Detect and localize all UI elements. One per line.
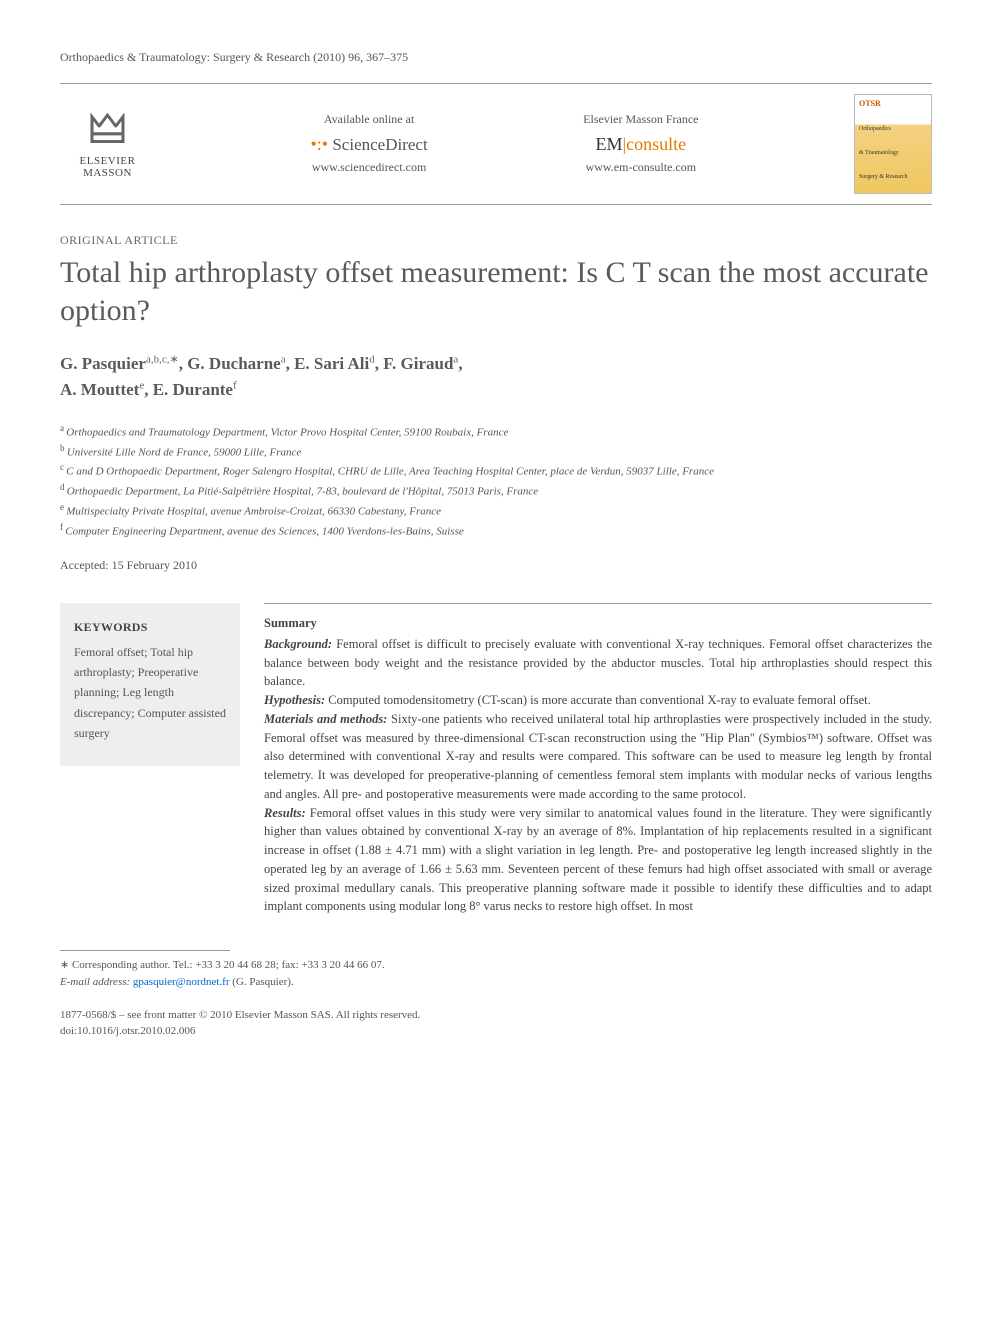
journal-cover-thumb: OTSR Orthopaedics & Traumatology Surgery… [854, 94, 932, 194]
hypothesis-label: Hypothesis: [264, 693, 325, 707]
corresponding-author: ∗ Corresponding author. Tel.: +33 3 20 4… [60, 957, 932, 990]
author-5: A. Mouttet [60, 380, 139, 399]
affiliation-item: e Multispecialty Private Hospital, avenu… [60, 501, 932, 521]
author-2-aff: a [281, 353, 286, 365]
affiliation-item: b Université Lille Nord de France, 59000… [60, 442, 932, 462]
abstract-results: Results: Femoral offset values in this s… [264, 804, 932, 917]
sciencedirect-brand: •:• ScienceDirect [310, 130, 427, 159]
doi-line: doi:10.1016/j.otsr.2010.02.006 [60, 1024, 932, 1040]
background-text: Femoral offset is difficult to precisely… [264, 637, 932, 689]
cover-line-1: Orthopaedics [859, 126, 927, 132]
publisher-logo: 🜲 ELSEVIER MASSON [60, 109, 155, 179]
affiliation-item: c C and D Orthopaedic Department, Roger … [60, 461, 932, 481]
author-6-aff: f [233, 379, 237, 391]
author-6: E. Durante [153, 380, 233, 399]
publisher-name: ELSEVIER MASSON [60, 155, 155, 179]
author-1: G. Pasquier [60, 354, 146, 373]
emconsulte-brand: EM|consulte [583, 130, 698, 159]
copyright-line: 1877-0568/$ – see front matter © 2010 El… [60, 1008, 932, 1024]
abstract-body: Summary Background: Femoral offset is di… [264, 603, 932, 916]
authors-list: G. Pasquiera,b,c,∗, G. Ducharnea, E. Sar… [60, 351, 932, 402]
sciencedirect-url[interactable]: www.sciencedirect.com [310, 158, 427, 177]
footnote-separator [60, 950, 230, 951]
cover-acronym: OTSR [859, 99, 927, 108]
author-3-aff: d [369, 353, 375, 365]
background-label: Background: [264, 637, 332, 651]
hypothesis-text: Computed tomodensitometry (CT-scan) is m… [325, 693, 871, 707]
author-4: F. Giraud [383, 354, 453, 373]
section-type: ORIGINAL ARTICLE [60, 233, 932, 248]
methods-label: Materials and methods: [264, 712, 387, 726]
emconsulte-block: Elsevier Masson France EM|consulte www.e… [583, 110, 698, 177]
results-label: Results: [264, 806, 306, 820]
author-4-aff: a [453, 353, 458, 365]
abstract-background: Background: Femoral offset is difficult … [264, 635, 932, 691]
footer-meta: 1877-0568/$ – see front matter © 2010 El… [60, 1008, 932, 1040]
sciencedirect-block: Available online at •:• ScienceDirect ww… [310, 110, 427, 177]
available-online-label: Available online at [310, 110, 427, 129]
keywords-list: Femoral offset; Total hip arthroplasty; … [74, 642, 226, 744]
corresponding-email-suffix: (G. Pasquier). [232, 976, 293, 988]
keywords-box: KEYWORDS Femoral offset; Total hip arthr… [60, 603, 240, 765]
author-2: G. Ducharne [187, 354, 281, 373]
em-brand-label: Elsevier Masson France [583, 110, 698, 129]
author-3: E. Sari Ali [294, 354, 369, 373]
elsevier-tree-icon: 🜲 [60, 109, 155, 151]
keywords-heading: KEYWORDS [74, 617, 226, 637]
abstract-methods: Materials and methods: Sixty-one patient… [264, 710, 932, 804]
affiliations: a Orthopaedics and Traumatology Departme… [60, 422, 932, 540]
emconsulte-url[interactable]: www.em-consulte.com [583, 158, 698, 177]
cover-line-2: & Traumatology [859, 150, 927, 156]
author-5-aff: e [139, 379, 144, 391]
summary-heading: Summary [264, 614, 932, 633]
abstract-hypothesis: Hypothesis: Computed tomodensitometry (C… [264, 691, 932, 710]
affiliation-item: d Orthopaedic Department, La Pitié-Salpê… [60, 481, 932, 501]
journal-reference: Orthopaedics & Traumatology: Surgery & R… [60, 50, 932, 65]
em-text: EM [596, 134, 623, 154]
affiliation-item: f Computer Engineering Department, avenu… [60, 521, 932, 541]
abstract-row: KEYWORDS Femoral offset; Total hip arthr… [60, 603, 932, 916]
header-bar: 🜲 ELSEVIER MASSON Available online at •:… [60, 83, 932, 205]
corresponding-email-link[interactable]: gpasquier@nordnet.fr [133, 976, 230, 988]
sd-dots-icon: •:• [310, 134, 328, 154]
consulte-text: consulte [626, 134, 686, 154]
author-1-aff: a,b,c,∗ [146, 353, 179, 365]
corresponding-email-line: E-mail address: gpasquier@nordnet.fr (G.… [60, 974, 932, 991]
cover-line-3: Surgery & Research [859, 174, 927, 180]
accepted-date: Accepted: 15 February 2010 [60, 558, 932, 573]
affiliation-item: a Orthopaedics and Traumatology Departme… [60, 422, 932, 442]
article-title: Total hip arthroplasty offset measuremen… [60, 254, 932, 329]
results-text: Femoral offset values in this study were… [264, 806, 932, 914]
sciencedirect-name: ScienceDirect [332, 135, 427, 154]
corresponding-line-1: ∗ Corresponding author. Tel.: +33 3 20 4… [60, 957, 932, 974]
email-label: E-mail address: [60, 976, 130, 988]
